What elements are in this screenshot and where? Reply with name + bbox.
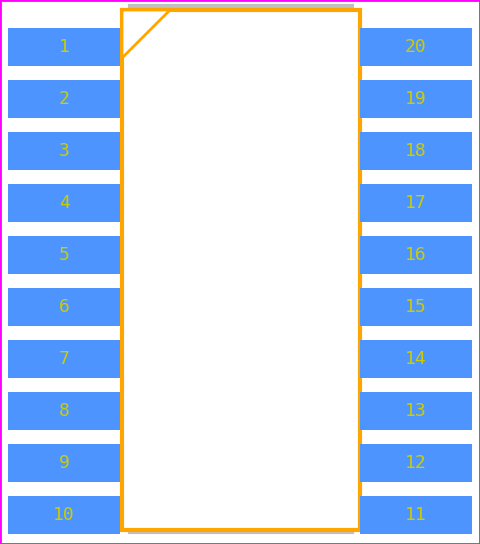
Text: 5: 5 [59, 246, 70, 264]
Polygon shape [122, 10, 170, 58]
Text: 3: 3 [59, 142, 70, 160]
Text: 6: 6 [59, 298, 70, 316]
Text: 15: 15 [405, 298, 427, 316]
Bar [360, 28, 472, 66]
Bar [8, 392, 120, 430]
Bar [130, 6, 352, 532]
Text: 16: 16 [405, 246, 427, 264]
Bar [8, 28, 120, 66]
Bar [8, 288, 120, 326]
Bar [360, 132, 472, 170]
Text: 1: 1 [59, 38, 70, 56]
Text: 13: 13 [405, 402, 427, 420]
Bar [360, 392, 472, 430]
Text: 10: 10 [53, 506, 75, 524]
Bar [8, 340, 120, 378]
Bar [360, 184, 472, 222]
Text: 9: 9 [59, 454, 70, 472]
Text: 18: 18 [405, 142, 427, 160]
Bar [360, 340, 472, 378]
Text: 14: 14 [405, 350, 427, 368]
Bar [8, 444, 120, 482]
Text: 2: 2 [59, 90, 70, 108]
Bar [360, 236, 472, 274]
Text: 20: 20 [405, 38, 427, 56]
Bar [8, 184, 120, 222]
Text: 17: 17 [405, 194, 427, 212]
Bar [360, 444, 472, 482]
Text: 4: 4 [59, 194, 70, 212]
Text: 7: 7 [59, 350, 70, 368]
Bar [360, 288, 472, 326]
Bar [8, 236, 120, 274]
Text: 12: 12 [405, 454, 427, 472]
Bar [8, 496, 120, 534]
Bar [8, 132, 120, 170]
Bar [360, 80, 472, 118]
Text: 8: 8 [59, 402, 70, 420]
Bar [122, 10, 360, 530]
Bar [8, 80, 120, 118]
Text: 19: 19 [405, 90, 427, 108]
Bar [360, 496, 472, 534]
Text: 11: 11 [405, 506, 427, 524]
